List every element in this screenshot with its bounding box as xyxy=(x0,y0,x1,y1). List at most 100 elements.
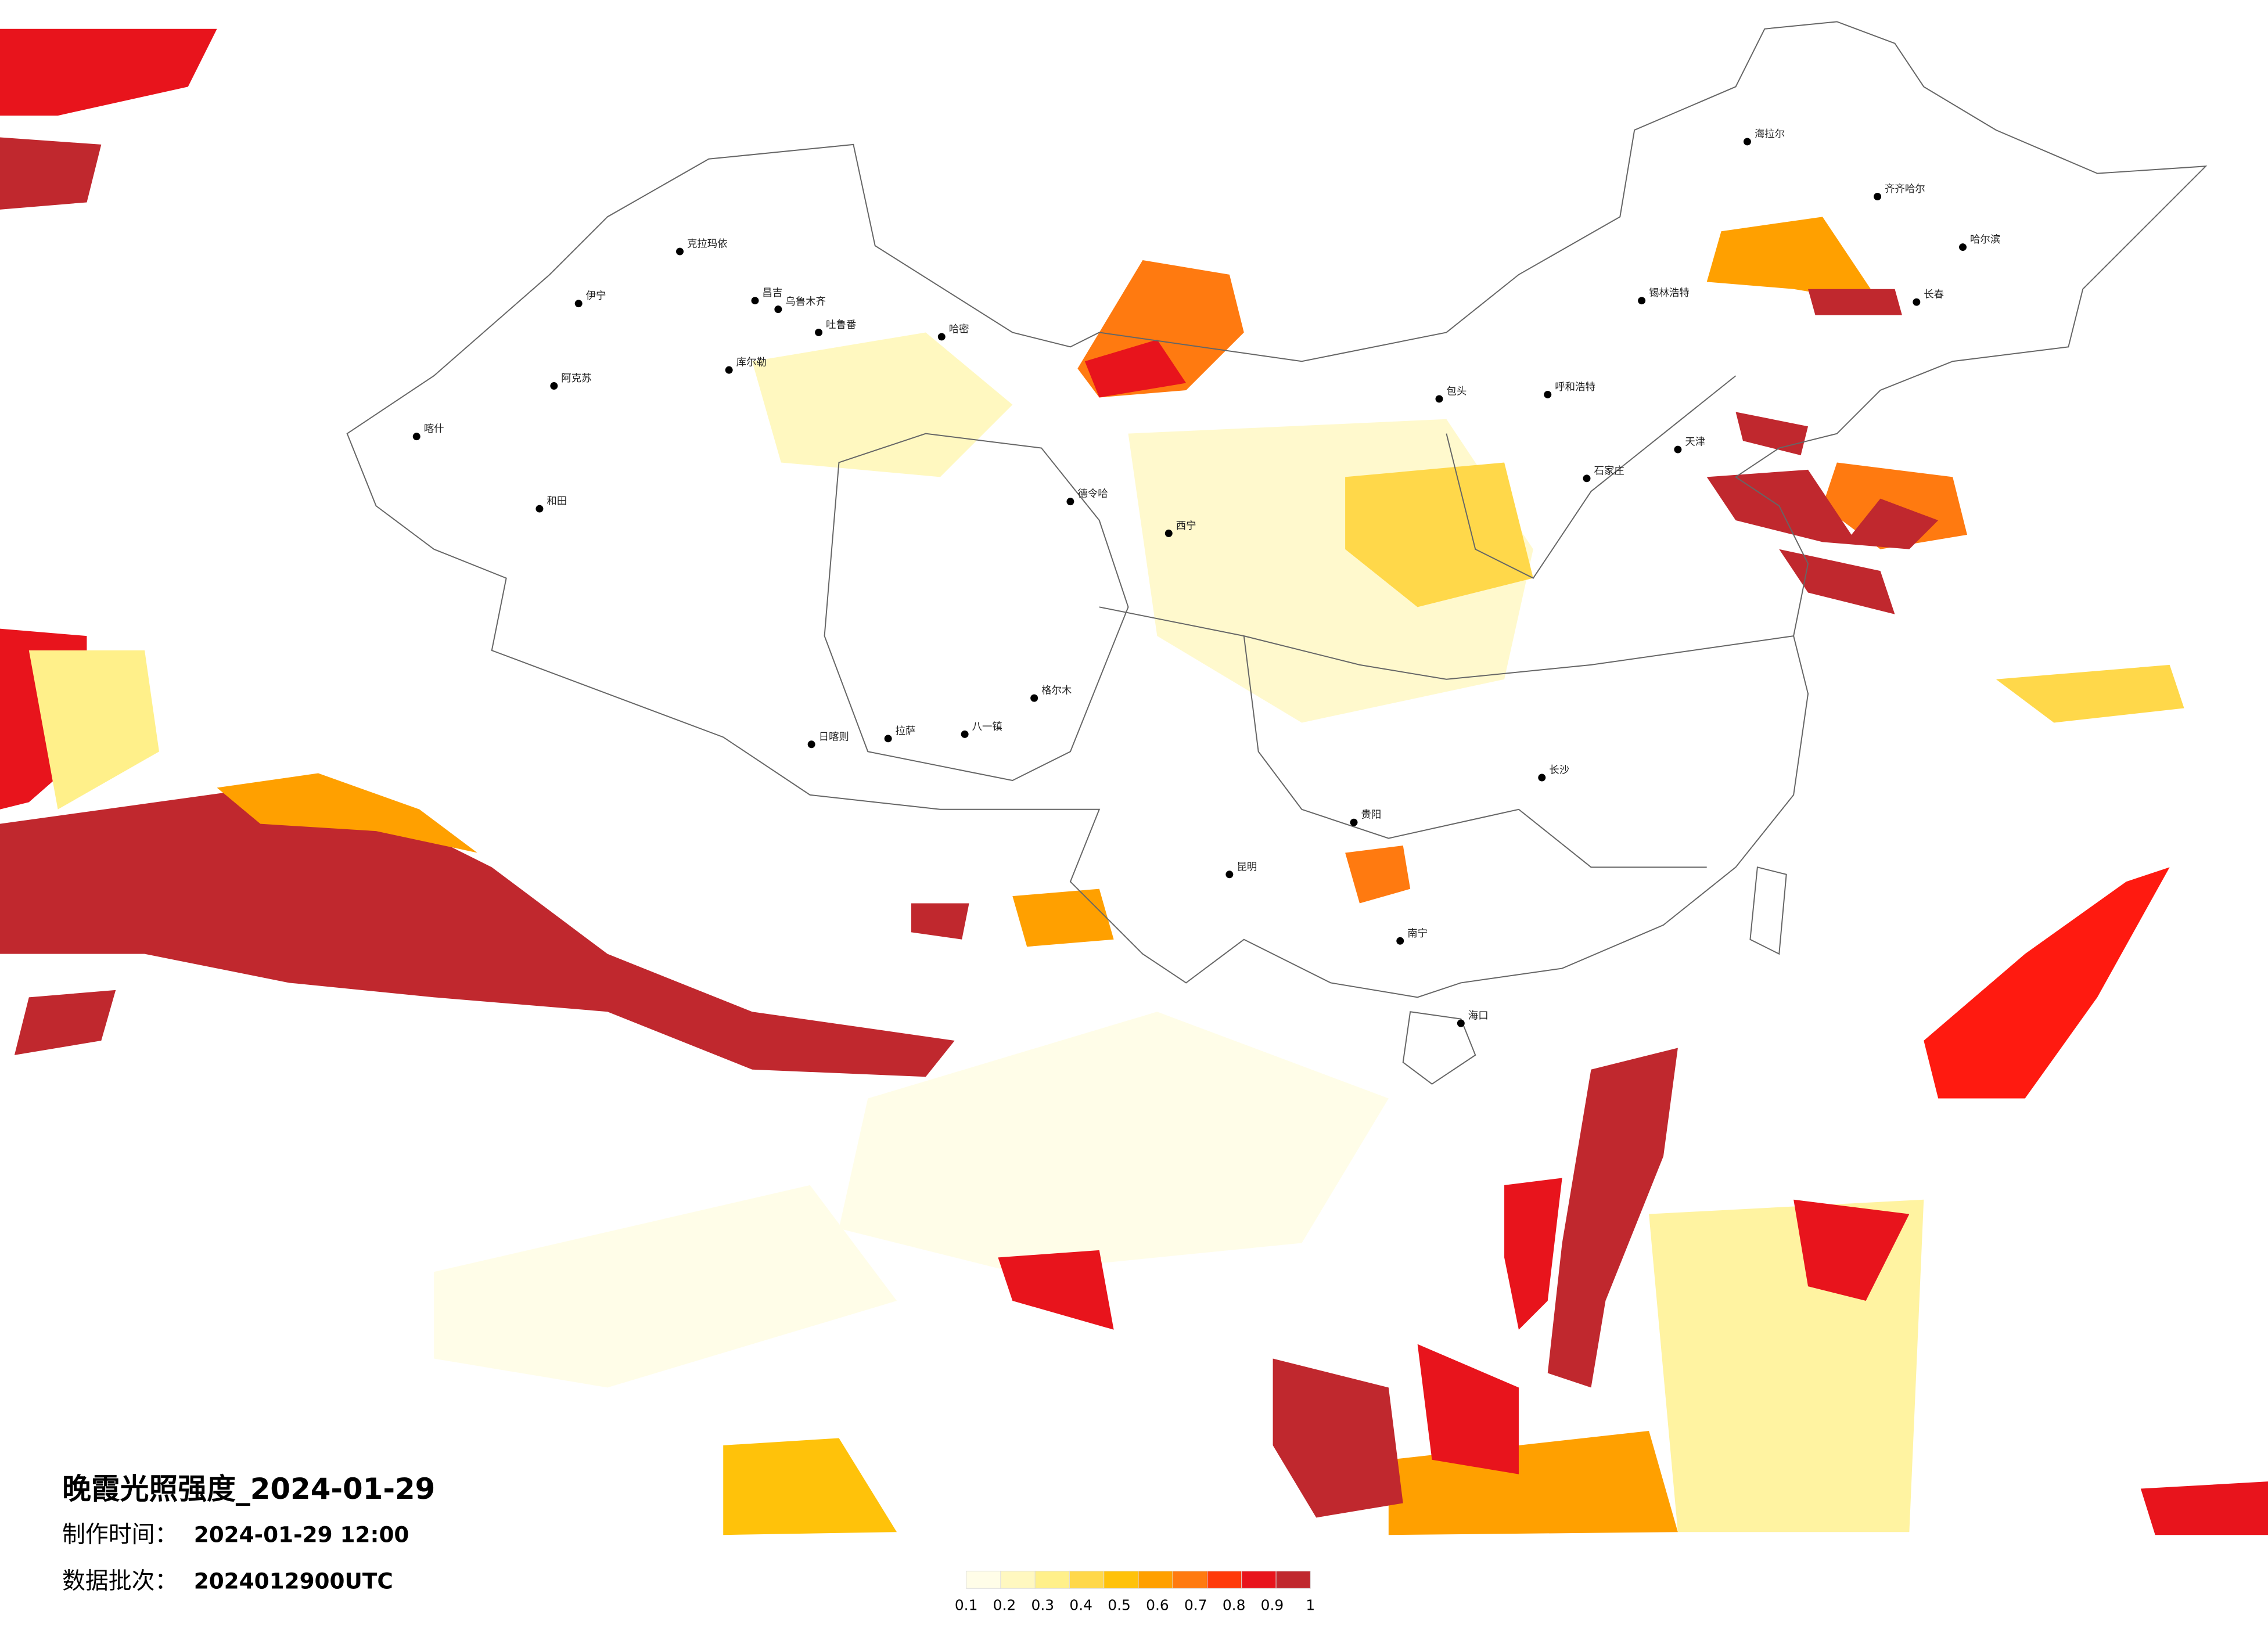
city-dot xyxy=(535,505,544,513)
city-label: 和田 xyxy=(547,496,567,508)
city-dot xyxy=(961,730,969,738)
heat-patch xyxy=(998,1250,1114,1330)
city-dot xyxy=(884,735,892,743)
legend-tick-label: 1 xyxy=(1306,1597,1315,1614)
heat-patch xyxy=(0,787,955,1077)
city-dot xyxy=(1874,193,1882,200)
city-dot xyxy=(1396,937,1404,945)
city-label: 呼和浩特 xyxy=(1555,382,1595,393)
city-dot xyxy=(1164,529,1173,537)
city-dot xyxy=(1638,297,1646,305)
info-label: 制作时间： xyxy=(62,1521,178,1548)
legend-swatch xyxy=(1207,1570,1242,1589)
heat-patch xyxy=(1273,1358,1403,1518)
legend-swatch xyxy=(1104,1570,1139,1589)
city-dot xyxy=(1913,298,1921,306)
province-line xyxy=(1243,635,1707,868)
legend-swatch xyxy=(1069,1570,1105,1589)
heat-patch xyxy=(839,1012,1389,1272)
city-dot xyxy=(1743,138,1751,146)
heat-patch xyxy=(1706,469,1939,549)
city-dot xyxy=(1583,474,1591,483)
city-label: 昆明 xyxy=(1237,861,1257,873)
city-dot xyxy=(1457,1019,1465,1027)
heat-patch xyxy=(1504,1178,1562,1330)
province-line xyxy=(1099,606,1794,680)
city-label: 日喀则 xyxy=(819,731,849,743)
city-dot xyxy=(676,247,684,256)
info-label: 数据批次： xyxy=(62,1567,178,1594)
city-dot xyxy=(1066,498,1074,506)
hainan xyxy=(1402,1011,1476,1085)
info-value: 2024012900UTC xyxy=(194,1568,393,1593)
taiwan xyxy=(1749,866,1787,955)
city-dot xyxy=(1225,870,1234,879)
heat-patch xyxy=(1547,1048,1678,1388)
legend-swatch xyxy=(1241,1570,1277,1589)
heat-patch xyxy=(1012,888,1114,947)
legend-tick-label: 0.5 xyxy=(1108,1597,1131,1614)
heat-patch xyxy=(1417,1344,1519,1474)
heat-patch xyxy=(1084,339,1187,398)
boundaries xyxy=(346,21,2208,1085)
legend-swatch xyxy=(1000,1570,1036,1589)
city-dot xyxy=(1350,818,1358,826)
city-label: 格尔木 xyxy=(1041,685,1072,697)
city-dot xyxy=(937,333,946,341)
heat-layer xyxy=(0,28,2268,1535)
city-label: 西宁 xyxy=(1176,520,1196,532)
legend-swatch xyxy=(1138,1570,1173,1589)
legend: 0.1 0.2 0.3 0.4 0.5 0.6 0.7 0.8 0.9 1 xyxy=(955,1570,1315,1614)
heat-patch xyxy=(1345,846,1411,904)
city-dot xyxy=(1435,395,1443,403)
heat-patch xyxy=(1924,867,2170,1099)
heat-patch xyxy=(1706,217,1881,304)
legend-tick-label: 0.6 xyxy=(1146,1597,1169,1614)
legend-swatch xyxy=(1034,1570,1070,1589)
legend-swatch xyxy=(1172,1570,1208,1589)
city-label: 昌吉 xyxy=(762,287,782,299)
legend-tick-label: 0.2 xyxy=(993,1597,1016,1614)
heat-patch xyxy=(1808,289,1902,315)
legend-tick-label: 0.9 xyxy=(1261,1597,1284,1614)
city-dot xyxy=(815,328,823,336)
heat-patch xyxy=(434,1185,897,1388)
city-label: 哈尔滨 xyxy=(1970,234,2000,246)
legend-tick-label: 0.3 xyxy=(1031,1597,1055,1614)
city-label: 吐鲁番 xyxy=(826,319,856,331)
city-dot xyxy=(751,297,759,305)
heat-patch xyxy=(2140,1481,2268,1535)
china-border xyxy=(346,21,2208,998)
heat-patch xyxy=(0,137,102,210)
heat-patch xyxy=(28,650,159,810)
heat-patch xyxy=(1345,462,1533,607)
city-dot xyxy=(1959,243,1967,251)
city-dot xyxy=(412,433,420,441)
city-label: 德令哈 xyxy=(1077,488,1108,500)
city-label: 长沙 xyxy=(1549,765,1569,776)
info-value: 2024-01-29 12:00 xyxy=(194,1522,409,1548)
heat-patch xyxy=(14,990,116,1055)
city-label: 拉萨 xyxy=(896,725,916,737)
city-dot xyxy=(807,740,815,749)
city-label: 八一镇 xyxy=(972,721,1002,733)
city-label: 库尔勒 xyxy=(736,357,767,369)
city-dot xyxy=(1674,445,1682,454)
title: 晚霞光照强度_2024-01-29 xyxy=(62,1472,435,1506)
legend-swatch xyxy=(1275,1570,1311,1589)
heat-patch xyxy=(1996,664,2184,723)
city-label: 伊宁 xyxy=(586,290,606,302)
city-label: 天津 xyxy=(1685,437,1705,448)
city-label: 哈密 xyxy=(949,323,969,335)
city-label: 阿克苏 xyxy=(561,373,591,384)
legend-tick-label: 0.7 xyxy=(1184,1597,1207,1614)
province-line xyxy=(1446,375,1737,579)
legend-tick-label: 0.4 xyxy=(1069,1597,1092,1614)
city-label: 锡林浩特 xyxy=(1649,287,1690,299)
city-dot xyxy=(574,300,583,308)
heat-patch xyxy=(0,28,217,116)
heat-patch xyxy=(1735,412,1809,455)
